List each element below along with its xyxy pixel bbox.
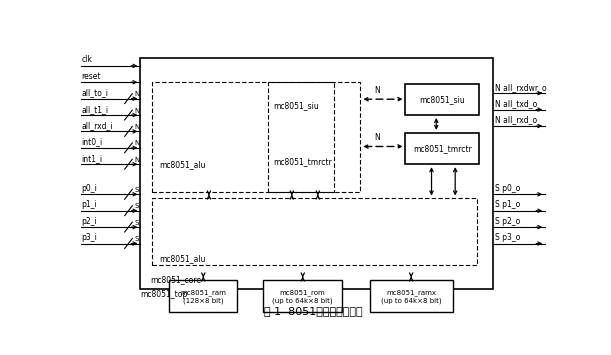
Bar bbox=[406, 84, 479, 115]
Bar bbox=[152, 198, 477, 266]
Text: S: S bbox=[134, 220, 139, 226]
Bar bbox=[169, 280, 237, 312]
Text: int1_i: int1_i bbox=[82, 154, 103, 163]
Text: S p1_o: S p1_o bbox=[496, 200, 521, 209]
Bar bbox=[268, 82, 360, 192]
Text: mc8051_tmrctr: mc8051_tmrctr bbox=[273, 157, 332, 166]
Text: N: N bbox=[374, 86, 380, 95]
Text: N: N bbox=[134, 124, 139, 130]
Bar bbox=[406, 133, 479, 164]
Text: mc8051_core: mc8051_core bbox=[150, 275, 201, 284]
Text: mc8051_top: mc8051_top bbox=[141, 290, 188, 299]
Bar bbox=[263, 280, 342, 312]
Text: N: N bbox=[374, 132, 380, 142]
Text: int0_i: int0_i bbox=[82, 137, 103, 147]
Text: reset: reset bbox=[82, 72, 101, 81]
Text: 图 1  8051核的设计结构图: 图 1 8051核的设计结构图 bbox=[264, 306, 362, 316]
Text: S p0_o: S p0_o bbox=[496, 184, 521, 193]
Text: S: S bbox=[134, 187, 139, 193]
Text: S p3_o: S p3_o bbox=[496, 233, 521, 242]
Text: mc8051_rom
(up to 64k×8 bit): mc8051_rom (up to 64k×8 bit) bbox=[272, 289, 333, 304]
Text: S p2_o: S p2_o bbox=[496, 217, 521, 226]
Text: N all_txd_o: N all_txd_o bbox=[496, 99, 538, 108]
Text: mc8051_siu: mc8051_siu bbox=[419, 95, 465, 104]
Text: all_to_i: all_to_i bbox=[82, 88, 109, 97]
Text: mc8051_alu: mc8051_alu bbox=[159, 254, 206, 263]
Text: p1_i: p1_i bbox=[82, 200, 97, 209]
Text: all_rxd_i: all_rxd_i bbox=[82, 121, 113, 130]
Text: mc8051_tmrctr: mc8051_tmrctr bbox=[413, 144, 472, 153]
Text: N all_rxd_o: N all_rxd_o bbox=[496, 116, 538, 125]
Text: p2_i: p2_i bbox=[82, 217, 97, 226]
Text: p3_i: p3_i bbox=[82, 233, 98, 242]
Text: N: N bbox=[134, 91, 139, 97]
Text: mc8051_siu: mc8051_siu bbox=[273, 101, 319, 110]
Text: mc8051_ramx
(up to 64k×8 bit): mc8051_ramx (up to 64k×8 bit) bbox=[381, 289, 442, 304]
Text: N: N bbox=[134, 108, 139, 114]
Text: clk: clk bbox=[82, 55, 92, 65]
Bar bbox=[152, 82, 334, 192]
Text: mc8051_ram
(128×8 bit): mc8051_ram (128×8 bit) bbox=[180, 289, 226, 304]
Bar bbox=[141, 58, 493, 289]
Text: N: N bbox=[134, 141, 139, 147]
Text: p0_i: p0_i bbox=[82, 184, 98, 193]
Text: all_t1_i: all_t1_i bbox=[82, 105, 109, 114]
Bar bbox=[370, 280, 453, 312]
Text: S: S bbox=[134, 236, 139, 242]
Text: mc8051_alu: mc8051_alu bbox=[159, 160, 206, 169]
Text: S: S bbox=[134, 203, 139, 209]
Text: N all_rxdwr_o: N all_rxdwr_o bbox=[496, 83, 547, 92]
Text: N: N bbox=[134, 157, 139, 163]
